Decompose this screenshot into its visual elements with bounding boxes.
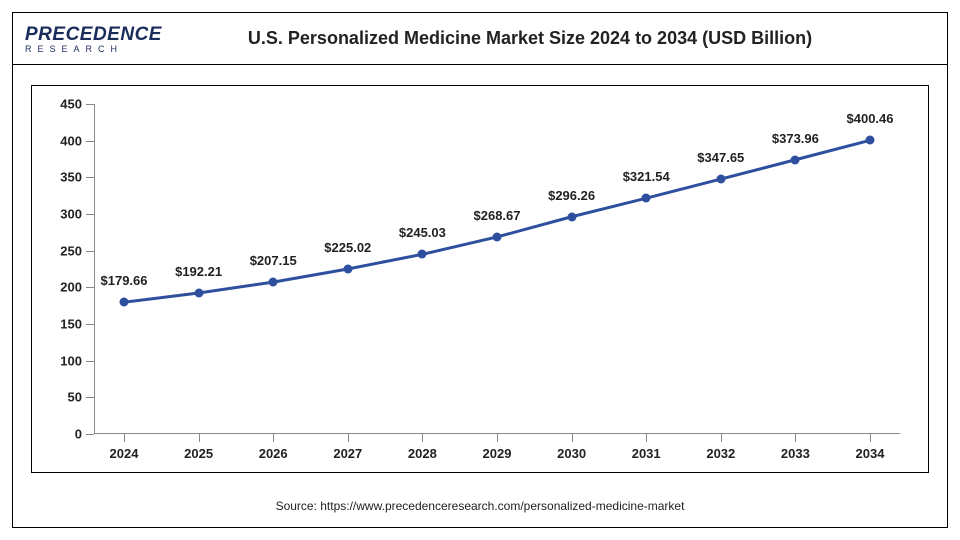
- y-tick: [86, 104, 94, 105]
- y-tick: [86, 177, 94, 178]
- data-marker: [194, 289, 203, 298]
- y-tick: [86, 251, 94, 252]
- x-tick-label: 2029: [483, 446, 512, 461]
- x-tick: [497, 434, 498, 442]
- data-marker: [716, 175, 725, 184]
- y-tick: [86, 141, 94, 142]
- plot-area: 0501001502002503003504004502024202520262…: [94, 104, 900, 434]
- data-marker: [866, 136, 875, 145]
- y-tick-label: 50: [42, 390, 82, 405]
- chart-frame: PRECEDENCE RESEARCH U.S. Personalized Me…: [12, 12, 948, 528]
- y-tick-label: 150: [42, 317, 82, 332]
- x-tick-label: 2030: [557, 446, 586, 461]
- data-marker: [343, 265, 352, 274]
- data-label: $296.26: [548, 188, 595, 203]
- x-tick-label: 2026: [259, 446, 288, 461]
- data-marker: [567, 212, 576, 221]
- source-text: Source: https://www.precedenceresearch.c…: [13, 499, 947, 513]
- data-label: $321.54: [623, 169, 670, 184]
- x-tick-label: 2033: [781, 446, 810, 461]
- plot-frame: 0 50 100 150 200 250 300 350 400 450 2024 2025 2026 2…: [31, 85, 929, 473]
- y-tick-label: 0: [42, 427, 82, 442]
- x-tick: [572, 434, 573, 442]
- data-marker: [120, 298, 129, 307]
- y-tick: [86, 287, 94, 288]
- y-tick: [86, 434, 94, 435]
- y-tick-label: 300: [42, 207, 82, 222]
- x-tick-label: 2025: [184, 446, 213, 461]
- data-label: $373.96: [772, 131, 819, 146]
- y-tick-label: 450: [42, 97, 82, 112]
- y-tick: [86, 324, 94, 325]
- x-tick: [646, 434, 647, 442]
- data-label: $207.15: [250, 253, 297, 268]
- x-tick: [273, 434, 274, 442]
- y-tick-label: 400: [42, 133, 82, 148]
- x-tick-label: 2028: [408, 446, 437, 461]
- data-label: $245.03: [399, 225, 446, 240]
- data-marker: [269, 278, 278, 287]
- x-tick-label: 2027: [333, 446, 362, 461]
- data-label: $400.46: [847, 111, 894, 126]
- x-tick: [124, 434, 125, 442]
- x-tick: [422, 434, 423, 442]
- data-label: $192.21: [175, 264, 222, 279]
- y-tick: [86, 214, 94, 215]
- x-tick: [795, 434, 796, 442]
- chart-title: U.S. Personalized Medicine Market Size 2…: [185, 28, 875, 49]
- logo: PRECEDENCE RESEARCH: [25, 24, 185, 54]
- data-marker: [791, 155, 800, 164]
- x-tick: [199, 434, 200, 442]
- data-label: $347.65: [697, 150, 744, 165]
- data-marker: [418, 250, 427, 259]
- y-tick-label: 350: [42, 170, 82, 185]
- x-tick: [721, 434, 722, 442]
- x-tick-label: 2032: [706, 446, 735, 461]
- x-tick: [348, 434, 349, 442]
- y-tick-label: 250: [42, 243, 82, 258]
- y-tick-label: 200: [42, 280, 82, 295]
- x-tick-label: 2031: [632, 446, 661, 461]
- data-label: $268.67: [474, 208, 521, 223]
- x-tick: [870, 434, 871, 442]
- logo-brand: PRECEDENCE: [25, 24, 185, 46]
- y-tick-label: 100: [42, 353, 82, 368]
- data-label: $179.66: [101, 273, 148, 288]
- y-tick: [86, 361, 94, 362]
- data-label: $225.02: [324, 240, 371, 255]
- x-tick-label: 2034: [856, 446, 885, 461]
- data-marker: [493, 232, 502, 241]
- y-tick: [86, 397, 94, 398]
- header: PRECEDENCE RESEARCH U.S. Personalized Me…: [13, 13, 947, 65]
- data-marker: [642, 194, 651, 203]
- x-tick-label: 2024: [110, 446, 139, 461]
